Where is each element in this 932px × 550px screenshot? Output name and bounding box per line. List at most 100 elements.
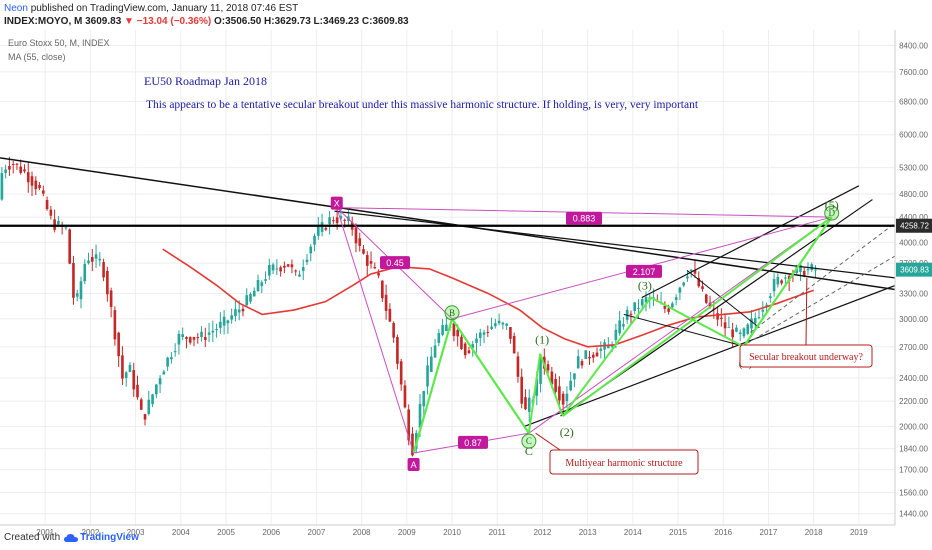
candle — [708, 302, 712, 307]
secular-callout-box — [739, 344, 873, 368]
candle — [535, 378, 539, 396]
candle — [720, 317, 723, 319]
year-tick-2018: 2018 — [805, 528, 823, 537]
candle — [618, 320, 621, 334]
candle — [275, 268, 279, 270]
candle — [674, 297, 678, 300]
candle — [802, 270, 806, 277]
candle — [663, 305, 667, 309]
harmonic-leg-AB — [412, 318, 454, 454]
candle — [185, 337, 188, 339]
candle — [139, 399, 143, 410]
candle — [584, 350, 588, 359]
ma-layer — [162, 248, 814, 348]
candle — [207, 332, 211, 335]
point-a-label: A — [411, 460, 417, 470]
candle — [723, 322, 727, 329]
year-tick-2011: 2011 — [489, 528, 507, 537]
point-c-label: C — [526, 436, 532, 446]
candle — [155, 384, 158, 395]
ratio-087-label: 0.87 — [464, 438, 482, 448]
candle — [335, 217, 339, 224]
candle — [576, 356, 580, 369]
publish-text: published on TradingView.com, January 11… — [30, 3, 299, 14]
author-link[interactable]: Neon — [4, 3, 28, 14]
candle — [633, 302, 637, 312]
created-with-text: Created with — [4, 532, 61, 543]
candle — [354, 227, 358, 244]
candle — [249, 294, 252, 302]
candle — [0, 173, 4, 200]
candle — [53, 219, 56, 230]
year-tick-2015: 2015 — [669, 528, 687, 537]
ratio-2107-label-bg — [626, 264, 662, 278]
candle — [268, 265, 271, 276]
candle — [271, 264, 275, 271]
publish-info: Neon published on TradingView.com, Janua… — [4, 3, 298, 14]
candle — [286, 264, 290, 267]
price-tick-17: 1560.00 — [899, 488, 928, 497]
candle — [418, 404, 422, 428]
candle — [136, 384, 139, 398]
harmonic-callout-pointer — [535, 432, 561, 451]
candle — [15, 163, 19, 165]
current-price-label-bg — [896, 262, 932, 277]
candle — [222, 316, 226, 326]
candle — [467, 350, 471, 354]
candle — [215, 328, 218, 331]
candle — [301, 267, 305, 271]
candle — [667, 308, 670, 312]
candle — [57, 220, 60, 225]
candle — [94, 254, 98, 259]
symbol-line: INDEX:MOYO, M 3609.83 — [4, 16, 122, 27]
candle — [151, 394, 154, 405]
candle — [241, 308, 245, 312]
year-tick-2004: 2004 — [172, 528, 190, 537]
candle — [158, 378, 162, 385]
candle — [113, 310, 117, 340]
year-tick-2003: 2003 — [127, 528, 145, 537]
candle — [200, 331, 203, 338]
candle — [697, 278, 701, 287]
candle — [554, 378, 557, 392]
candle — [128, 364, 132, 373]
change-value: ▼ −13.04 (−0.36%) — [124, 16, 212, 27]
candle — [407, 409, 411, 441]
candle — [26, 172, 30, 183]
candle — [727, 326, 731, 328]
candle — [388, 308, 392, 322]
candle — [87, 260, 90, 264]
price-axis-bg — [895, 30, 932, 525]
wave-leg-2 — [561, 296, 652, 417]
candle — [716, 313, 719, 320]
candle — [509, 327, 512, 339]
candle — [671, 303, 674, 308]
candle — [177, 333, 181, 345]
wave-2-label: (2) — [560, 425, 574, 439]
candle — [23, 169, 26, 172]
candle — [640, 299, 644, 306]
tradingview-logo[interactable]: TradingView — [64, 532, 139, 543]
wave-leg-0 — [527, 353, 542, 434]
price-tick-10: 3000.00 — [899, 315, 928, 324]
price-tick-5: 4800.00 — [899, 190, 928, 199]
time-axis: 2001 2002 2003 2004 2005 2006 2007 2008 2009 2010… — [0, 524, 895, 537]
candle — [595, 352, 599, 357]
candle — [475, 338, 478, 343]
harmonic-pattern — [336, 207, 833, 454]
candle — [463, 343, 467, 356]
candle — [298, 274, 301, 277]
candle — [494, 323, 497, 327]
year-tick-2006: 2006 — [262, 528, 280, 537]
candle — [599, 348, 603, 351]
ratio-2107-label: 2.107 — [633, 267, 656, 277]
price-tick-13: 2200.00 — [899, 397, 928, 406]
year-tick-2002: 2002 — [82, 528, 100, 537]
candle — [343, 219, 346, 221]
candle — [79, 281, 83, 300]
point-c-label-marker — [521, 433, 537, 449]
candle — [328, 217, 331, 225]
year-tick-2008: 2008 — [353, 528, 371, 537]
